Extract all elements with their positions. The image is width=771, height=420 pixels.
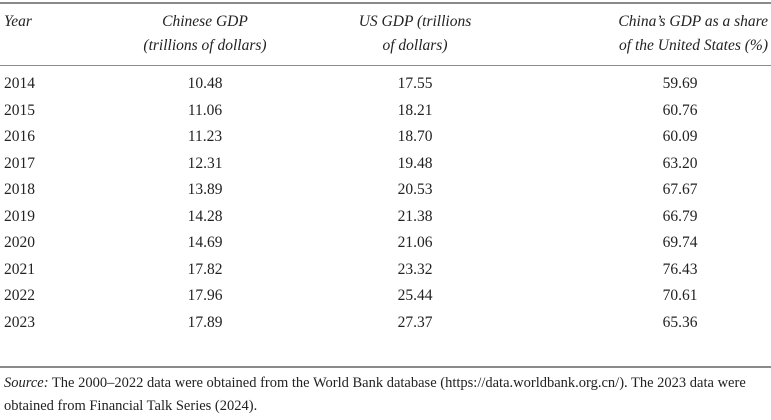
header-line: of dollars) (382, 37, 448, 54)
cell-share: 65.36 (662, 313, 698, 331)
header-line: Chinese GDP (162, 13, 248, 30)
source-label: Source: (4, 375, 49, 391)
cell-share: 76.43 (662, 260, 698, 278)
table-row: 2015 11.06 18.21 60.76 (0, 98, 771, 124)
cell-year: 2022 (4, 287, 35, 304)
header-line: Year (4, 13, 32, 30)
cell-year: 2021 (4, 260, 35, 278)
table-row: 2023 17.89 27.37 65.36 (0, 310, 771, 336)
header-year: Year (4, 10, 32, 34)
source-note: Source: The 2000–2022 data were obtained… (4, 372, 769, 418)
header-line: China’s GDP as a share (618, 13, 768, 30)
table-row: 2017 12.31 19.48 63.20 (0, 151, 771, 177)
cell-share: 66.79 (662, 207, 698, 225)
cell-chinese-gdp: 13.89 (187, 181, 223, 198)
header-chinese-gdp: Chinese GDP (trillions of dollars) (120, 10, 290, 58)
cell-year: 2023 (4, 313, 35, 331)
cell-year: 2018 (4, 181, 35, 198)
table-row: 2018 13.89 20.53 67.67 (0, 177, 771, 203)
cell-us-gdp: 18.21 (397, 101, 433, 119)
table-row: 2014 10.48 17.55 59.69 (0, 71, 771, 97)
cell-chinese-gdp: 10.48 (187, 75, 223, 92)
cell-share: 59.69 (662, 75, 698, 92)
cell-us-gdp: 20.53 (397, 181, 433, 198)
cell-year: 2019 (4, 207, 35, 225)
header-line: of the United States (%) (619, 37, 768, 54)
table-row: 2021 17.82 23.32 76.43 (0, 257, 771, 283)
cell-us-gdp: 27.37 (397, 313, 433, 331)
cell-us-gdp: 18.70 (397, 128, 433, 145)
cell-chinese-gdp: 17.82 (187, 260, 223, 278)
cell-chinese-gdp: 14.28 (187, 207, 223, 225)
top-rule (0, 2, 771, 4)
bottom-rule (0, 366, 771, 368)
cell-share: 60.76 (662, 101, 698, 119)
header-rule (0, 65, 771, 66)
cell-share: 63.20 (662, 154, 698, 172)
header-line: US GDP (trillions (358, 13, 472, 30)
source-text: The 2000–2022 data were obtained from th… (4, 375, 746, 414)
cell-us-gdp: 25.44 (397, 287, 433, 304)
cell-share: 67.67 (662, 181, 698, 198)
cell-us-gdp: 21.38 (397, 207, 433, 225)
cell-year: 2016 (4, 128, 35, 145)
cell-chinese-gdp: 11.06 (187, 101, 223, 119)
cell-share: 69.74 (662, 234, 698, 251)
table-row: 2022 17.96 25.44 70.61 (0, 283, 771, 309)
cell-us-gdp: 21.06 (397, 234, 433, 251)
cell-year: 2017 (4, 154, 35, 172)
header-us-gdp: US GDP (trillions of dollars) (335, 10, 495, 58)
cell-chinese-gdp: 17.96 (187, 287, 223, 304)
table-row: 2016 11.23 18.70 60.09 (0, 124, 771, 150)
cell-us-gdp: 17.55 (397, 75, 433, 92)
header-line: (trillions of dollars) (143, 37, 267, 54)
table-row: 2019 14.28 21.38 66.79 (0, 204, 771, 230)
cell-us-gdp: 23.32 (397, 260, 433, 278)
cell-share: 60.09 (662, 128, 698, 145)
cell-share: 70.61 (662, 287, 698, 304)
cell-chinese-gdp: 11.23 (187, 128, 223, 145)
cell-year: 2015 (4, 101, 35, 119)
cell-us-gdp: 19.48 (397, 154, 433, 172)
cell-chinese-gdp: 12.31 (187, 154, 223, 172)
cell-chinese-gdp: 17.89 (187, 313, 223, 331)
cell-year: 2014 (4, 75, 35, 92)
cell-year: 2020 (4, 234, 35, 251)
header-share: China’s GDP as a share of the United Sta… (580, 10, 768, 58)
table-row: 2020 14.69 21.06 69.74 (0, 230, 771, 256)
cell-chinese-gdp: 14.69 (187, 234, 223, 251)
